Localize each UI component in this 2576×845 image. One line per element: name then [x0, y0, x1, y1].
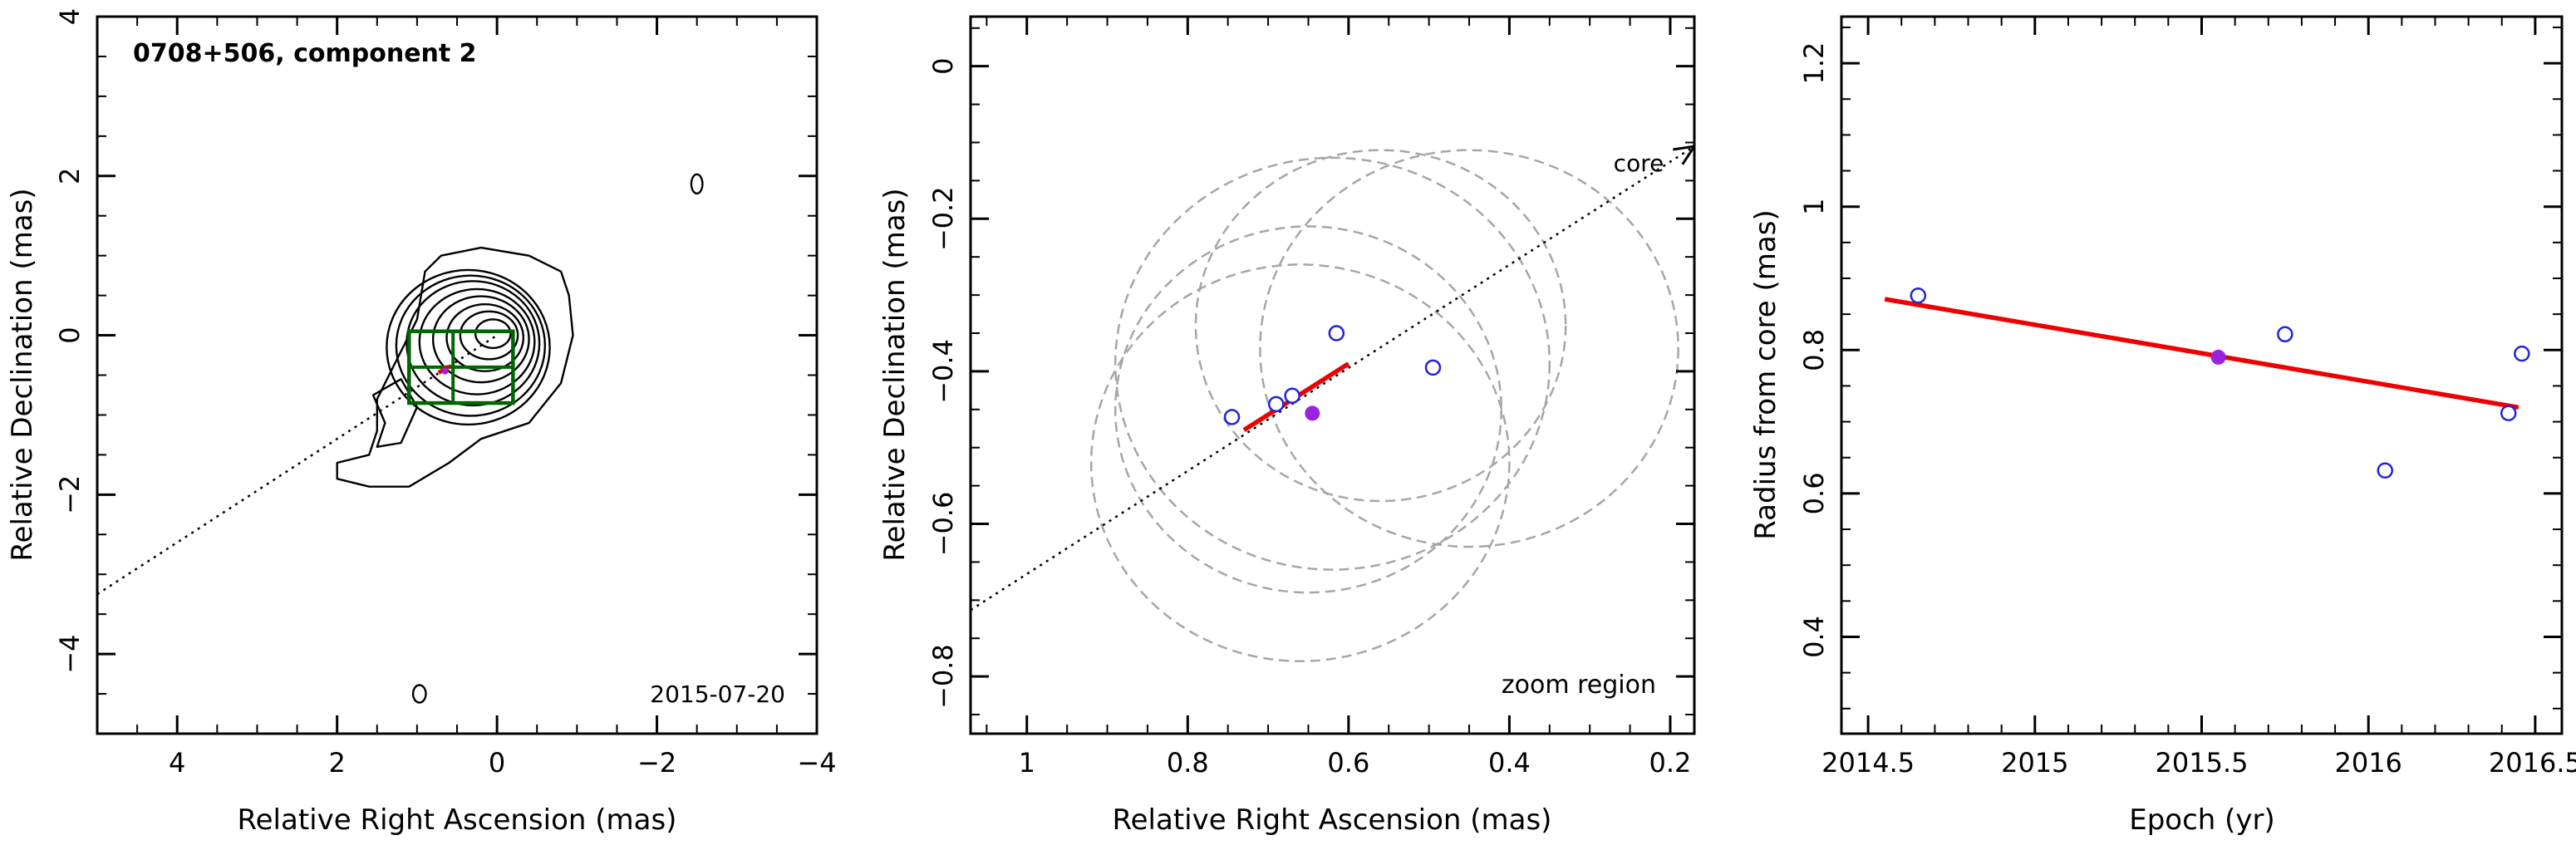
x-tick-label: 1	[1019, 747, 1035, 779]
component-size-circle	[1259, 149, 1679, 548]
y-axis-label: Relative Declination (mas)	[878, 188, 912, 561]
component-position-point	[1223, 409, 1241, 425]
contour-level	[459, 310, 519, 361]
radius-data-point	[1910, 287, 1927, 304]
x-tick-label: 2016.5	[2489, 747, 2576, 779]
x-tick-label: −2	[637, 747, 676, 779]
y-tick-label: 2	[54, 168, 86, 184]
core-annotation: core	[1614, 150, 1664, 177]
y-tick-label: 1.2	[1798, 42, 1830, 85]
component-position-point	[1328, 325, 1345, 341]
jet-outer-contour	[336, 246, 574, 488]
y-tick-label: −0.6	[927, 492, 959, 557]
mean-epoch-point	[2210, 349, 2226, 365]
y-tick-label: −0.8	[927, 644, 959, 709]
x-tick-label: 2015.5	[2156, 747, 2249, 779]
y-axis-label: Relative Declination (mas)	[6, 188, 39, 561]
y-tick-label: 1	[1798, 199, 1830, 215]
mean-position-point	[1305, 405, 1320, 421]
x-tick-label: 4	[169, 747, 185, 779]
contour-island	[690, 173, 704, 195]
x-tick-label: −4	[797, 747, 836, 779]
radius-data-point	[2377, 462, 2394, 479]
map-title: 0708+506, component 2	[133, 39, 477, 68]
component-size-circle	[1113, 156, 1551, 571]
y-tick-label: 0.6	[1798, 472, 1830, 514]
core-direction-line	[971, 145, 1694, 612]
component-size-circle	[1194, 149, 1567, 503]
x-tick-label: 2016	[2334, 747, 2401, 779]
x-tick-label: 2014.5	[1821, 747, 1915, 779]
contour-island	[411, 684, 427, 704]
y-tick-label: −0.4	[927, 339, 959, 404]
x-tick-label: 2	[328, 747, 345, 779]
mean-position-marker	[441, 367, 449, 375]
component-position-point	[1284, 387, 1300, 405]
jet-direction-line	[97, 334, 498, 596]
y-tick-label: 0	[54, 327, 86, 343]
x-tick-label: 0.4	[1488, 747, 1531, 779]
component-position-point	[1424, 359, 1442, 376]
contour-level	[445, 302, 525, 372]
zoom-region-panel: 1 0.8 0.6 0.4 0.2 −0.8 −0.6 −0.4 −0.2 0 zoom regi…	[878, 15, 1696, 837]
x-tick-label: 0	[489, 747, 505, 779]
map-frame	[96, 15, 819, 735]
y-tick-label: 4	[54, 8, 86, 25]
x-tick-label: 0.6	[1327, 747, 1369, 779]
x-tick-label: 2015	[2001, 747, 2068, 779]
contour-level	[474, 318, 512, 350]
radius-data-point	[2277, 326, 2293, 343]
contour-map-panel: 4 2 0 −2 −4 −4 −2 0 2 4 0708+506, component 2 201…	[6, 8, 837, 837]
core-arrow-head	[1673, 145, 1694, 165]
contour-level	[418, 287, 536, 395]
epoch-date-label: 2015-07-20	[650, 680, 785, 708]
radius-data-point	[2500, 405, 2517, 421]
x-axis-label: Relative Right Ascension (mas)	[1113, 803, 1552, 837]
y-tick-label: −0.2	[927, 186, 959, 251]
x-tick-label: 0.2	[1649, 747, 1692, 779]
contour-level	[431, 295, 530, 384]
contour-level	[395, 274, 547, 417]
linear-fit-line	[1884, 297, 2519, 410]
radius-frame	[1840, 15, 2564, 735]
contour-level	[406, 280, 541, 407]
radius-epoch-panel: 2014.5 2015 2015.5 2016 2016.50.40.60.811.2 …	[1749, 15, 2576, 837]
y-tick-label: −2	[54, 475, 86, 514]
component-position-point	[1268, 395, 1285, 413]
radius-data-point	[2514, 345, 2530, 362]
y-tick-label: 0.8	[1798, 329, 1830, 371]
x-axis-label: Relative Right Ascension (mas)	[238, 803, 677, 837]
y-axis-label: Radius from core (mas)	[1749, 209, 1782, 539]
component-size-circle	[1089, 263, 1511, 663]
x-tick-label: 0.8	[1167, 747, 1209, 779]
jet-inner-contour	[371, 378, 419, 448]
zoom-region-label: zoom region	[1502, 671, 1656, 700]
y-tick-label: −4	[54, 635, 86, 674]
x-axis-label: Epoch (yr)	[2129, 803, 2275, 837]
zoom-frame	[969, 15, 1696, 735]
contour-level	[386, 268, 551, 426]
y-tick-label: 0.4	[1798, 616, 1830, 658]
y-tick-label: 0	[927, 57, 959, 74]
